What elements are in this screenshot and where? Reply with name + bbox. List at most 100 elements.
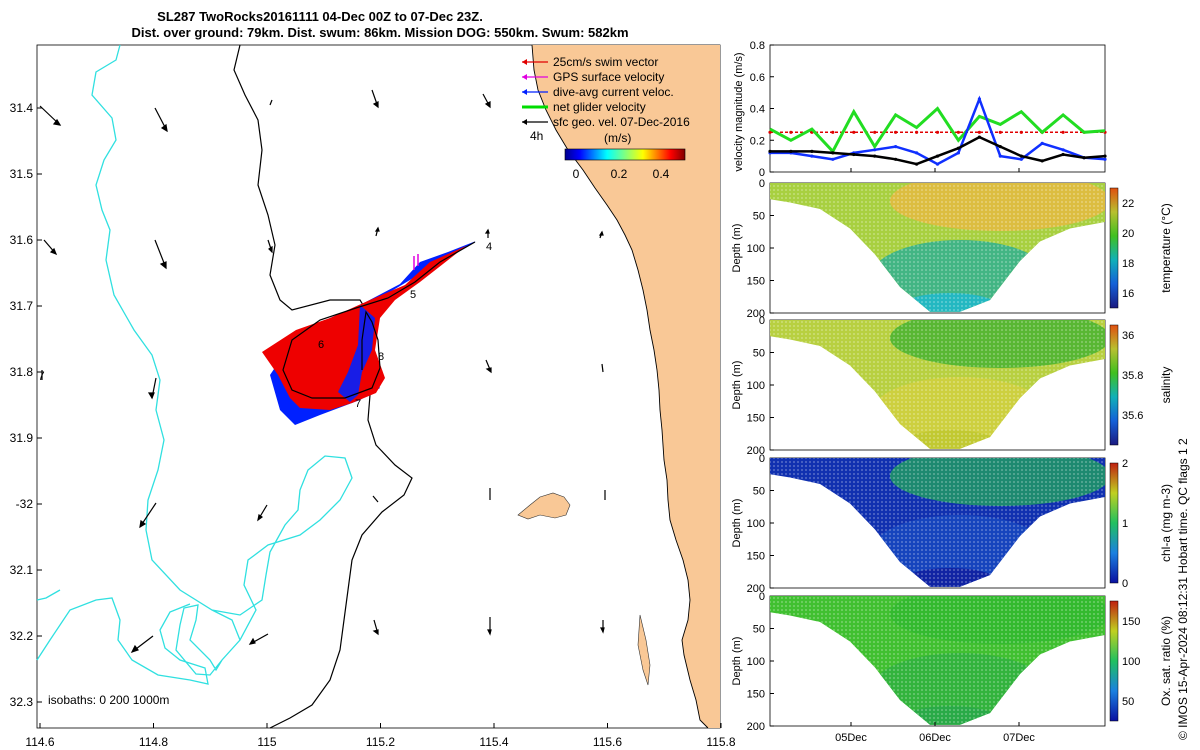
velocity-point [1082, 156, 1086, 160]
map-ytick-label: 31.6 [10, 233, 34, 247]
section-ytick-label: 200 [747, 308, 765, 320]
velocity-point [831, 130, 835, 134]
map-xtick-label: 114.8 [139, 735, 168, 749]
section-panel-4: 50 100 150 200 0 Depth (m) 50 100 150 Ox. sat. ra… [731, 591, 1173, 733]
map-xtick-label: 114.6 [25, 735, 54, 749]
section-colorbar [1109, 187, 1119, 309]
colorbar-label: salinity [1159, 367, 1173, 404]
colorbar-tick-label: 20 [1122, 228, 1134, 240]
velocity-point [915, 151, 919, 155]
legend-current-label: dive-avg current veloc. [553, 85, 674, 99]
colorbar-tick-label: 35.6 [1122, 410, 1143, 422]
section-ytick-label: 50 [753, 211, 765, 223]
section-ytick-label: 200 [747, 721, 765, 733]
time-tick-label: 06Dec [919, 732, 951, 744]
colorbar-label: temperature (°C) [1159, 203, 1173, 293]
velocity-point [873, 130, 877, 134]
velocity-point [998, 145, 1002, 149]
velocity-point [852, 152, 856, 157]
velocity-point [789, 149, 793, 153]
velocity-point [810, 149, 814, 153]
land-area [532, 45, 720, 728]
section-ylabel: Depth (m) [731, 637, 743, 686]
reference-duration-label: 4h [530, 129, 543, 143]
velocity-point [956, 130, 961, 134]
section-ytick-label: 150 [747, 276, 765, 288]
section-panel-1: 50 100 150 200 0 Depth (m) 16 18 20 22 temperature… [731, 178, 1173, 320]
colorbar-tick-label: 18 [1122, 258, 1134, 270]
section-panel-3: 50 100 150 200 0 Depth (m) 0 1 2 chl-a (mg m-3) [731, 453, 1173, 595]
map-legend: 25cm/s swim vector GPS surface velocity … [522, 55, 690, 181]
map-ytick-label: -32 [16, 497, 34, 511]
section-ytick-label: 0 [759, 453, 765, 465]
map-panel: 4 5 6 7 8 7 25cm/s swim vector GPS surfa… [10, 44, 736, 749]
sfc-geo-velocity-arrows [39, 89, 606, 654]
velocity-ytick-label: 0 [759, 167, 765, 179]
footer-credit: © IMOS 15-Apr-2024 08:12:31 Hobart time.… [1176, 438, 1190, 740]
figure-title-line2: Dist. over ground: 79km. Dist. swum: 86k… [131, 25, 628, 40]
section-ytick-label: 150 [747, 551, 765, 563]
time-axis: 05Dec 06Dec 07Dec [835, 168, 1035, 744]
island [517, 492, 571, 520]
colorbar-tick-label: 35.8 [1122, 370, 1143, 382]
track-label-6: 6 [318, 339, 324, 351]
section-ytick-label: 0 [759, 591, 765, 603]
velocity-panel: 0 0.2 0.4 0.6 0.8 velocity magnitude (m/s) [733, 40, 1107, 179]
velocity-point [873, 148, 877, 152]
swath-blue-inner [338, 305, 375, 402]
colorbar-tick-label: 150 [1122, 616, 1140, 628]
section-panel-2: 50 100 150 200 0 Depth (m) 35.6 35.8 36 salinity [731, 315, 1173, 457]
map-ytick-label: 31.8 [10, 365, 34, 379]
velocity-point [1103, 157, 1107, 161]
velocity-point [915, 162, 919, 166]
map-ytick-label: 32.1 [10, 563, 34, 577]
gps-vector-1 [413, 254, 419, 270]
section-ytick-label: 0 [759, 178, 765, 190]
velocity-point [935, 154, 940, 158]
velocity-point [1061, 152, 1065, 157]
velocity-point [956, 146, 961, 150]
map-ytick-label: 32.2 [10, 629, 34, 643]
velocity-point [998, 154, 1002, 158]
velocity-point [1040, 141, 1044, 145]
velocity-axis: 0 0.2 0.4 0.6 0.8 [750, 40, 774, 179]
colorbar-tick-label: 0 [1122, 578, 1128, 590]
velocity-point [1019, 154, 1023, 158]
section-ylabel: Depth (m) [731, 499, 743, 548]
velocity-point [1019, 157, 1023, 161]
velocity-point [998, 130, 1002, 134]
track-label-4: 4 [486, 241, 492, 253]
velocity-point [768, 149, 772, 153]
velocity-point [894, 130, 898, 134]
section-ytick-label: 100 [747, 518, 765, 530]
section-ylabel: Depth (m) [731, 224, 743, 273]
map-ytick-label: 31.7 [10, 299, 34, 313]
section-ytick-label: 100 [747, 243, 765, 255]
track-label-5: 5 [410, 289, 416, 301]
glider-track: 4 5 6 7 8 [262, 241, 492, 425]
section-ytick-label: 150 [747, 413, 765, 425]
velocity-point [1061, 148, 1065, 152]
section-ylabel: Depth (m) [731, 361, 743, 410]
legend-swim-label: 25cm/s swim vector [553, 55, 658, 69]
time-tick-label: 07Dec [1003, 732, 1035, 744]
colorbar-label: Ox. sat. ratio (%) [1159, 616, 1173, 706]
colorbar-tick-2: 0.4 [653, 167, 670, 181]
velocity-point [894, 157, 898, 161]
section-ytick-label: 200 [747, 445, 765, 457]
isobath-1000m-lower [36, 597, 209, 685]
track-label-7: 7 [355, 398, 361, 410]
colorbar-tick-label: 50 [1122, 696, 1134, 708]
colorbar-tick-0: 0 [573, 167, 580, 181]
velocity-point [977, 135, 982, 139]
colorbar-tick-1: 0.2 [611, 167, 628, 181]
legend-geo-label: sfc geo. vel. 07-Dec-2016 [553, 115, 690, 129]
velocity-point [935, 130, 940, 134]
isobaths-label: isobaths: 0 200 1000m [48, 693, 169, 707]
section-ytick-label: 0 [759, 315, 765, 327]
section-colorbar [1109, 600, 1119, 722]
velocity-point [956, 151, 961, 155]
map-xtick-label: 115.2 [366, 735, 395, 749]
